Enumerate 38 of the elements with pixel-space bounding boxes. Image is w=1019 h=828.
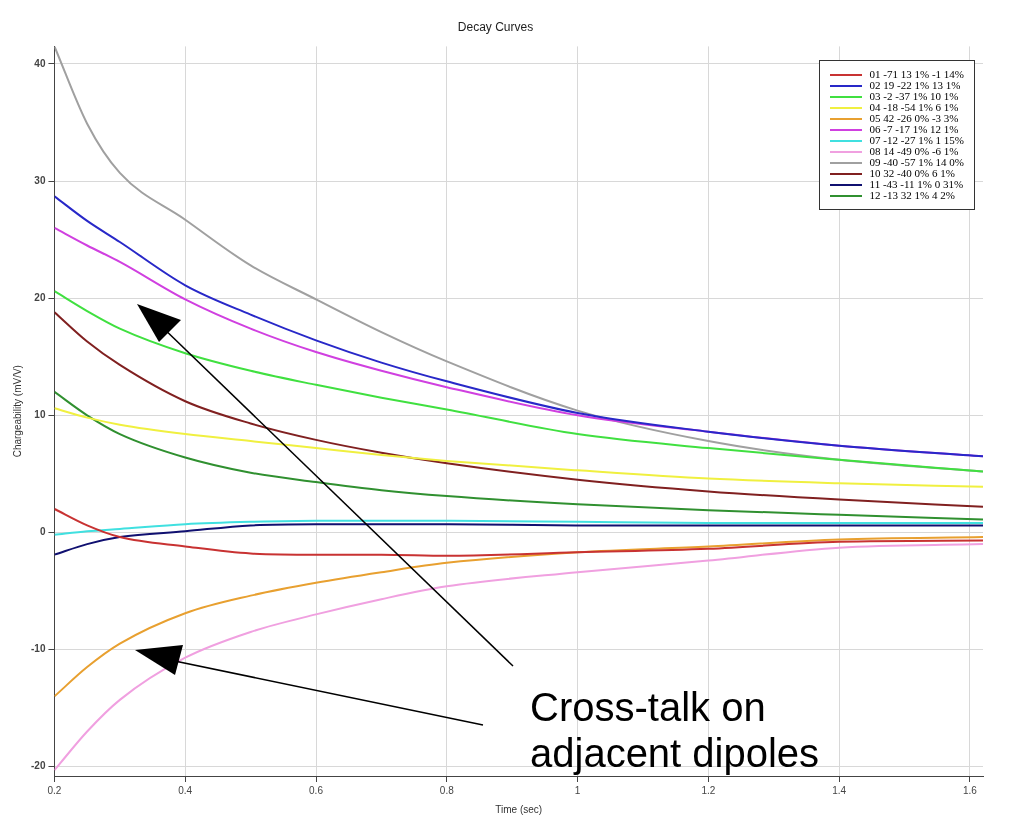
x-tick-label: 0.6 (309, 784, 324, 796)
legend-label: 02 19 -22 1% 13 1% (869, 79, 961, 91)
y-tick-label: 40 (34, 57, 46, 69)
y-tick-label: 0 (39, 526, 46, 538)
x-tick-label: 1.6 (962, 784, 978, 796)
line-series (54, 311, 983, 508)
legend-label: 11 -43 -11 1% 0 31% (869, 178, 964, 190)
annotation: Cross-talk on adjacent dipoles (530, 684, 821, 776)
chart-title: Decay Curves (457, 19, 534, 34)
x-axis-title: Time (sec) (495, 803, 543, 815)
legend-label: 10 32 -40 0% 6 1% (869, 167, 955, 179)
x-tick-label: 1 (574, 784, 581, 796)
legend-label: 05 42 -26 0% -3 3% (869, 112, 959, 124)
legend-label: 04 -18 -54 1% 6 1% (869, 101, 959, 113)
x-tick-label: 0.2 (47, 784, 62, 796)
y-tick-label: 20 (34, 291, 46, 303)
line-series (54, 523, 983, 556)
y-tick-label: 10 (34, 409, 46, 421)
legend-label: 12 -13 32 1% 4 2% (869, 189, 955, 201)
y-tick-label: -20 (31, 760, 46, 772)
legend-label: 07 -12 -27 1% 1 15% (869, 134, 964, 146)
y-tick-label: -10 (31, 643, 46, 655)
line-series (54, 507, 983, 557)
line-series (54, 390, 983, 521)
line-series (54, 290, 983, 473)
line-series (54, 407, 983, 488)
legend-label: 01 -71 13 1% -1 14% (869, 68, 964, 80)
line-series (54, 519, 983, 536)
x-tick-label: 1.2 (701, 784, 716, 796)
x-tick-label: 0.4 (178, 784, 193, 796)
x-tick-label: 0.8 (439, 784, 455, 796)
y-axis-title: Chargeability (mV/V) (11, 365, 23, 458)
legend-label: 03 -2 -37 1% 10 1% (869, 90, 959, 102)
legend-label: 09 -40 -57 1% 14 0% (869, 156, 964, 168)
y-tick-label: 30 (34, 174, 46, 186)
legend-label: 06 -7 -17 1% 12 1% (869, 123, 959, 135)
x-tick-label: 1.4 (832, 784, 847, 796)
legend-label: 08 14 -49 0% -6 1% (869, 145, 959, 157)
